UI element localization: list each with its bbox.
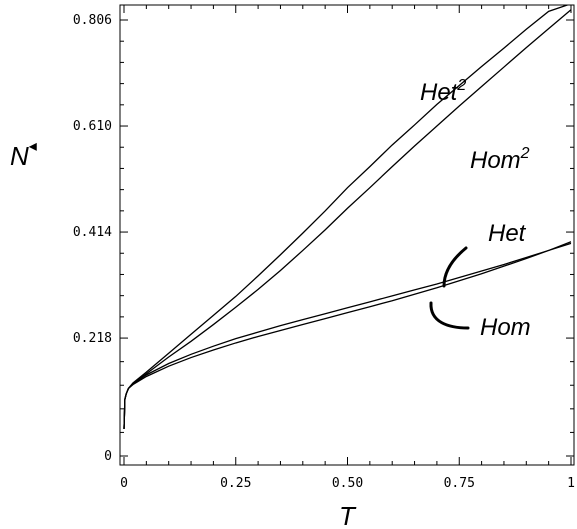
het-bracket-marker xyxy=(442,246,468,288)
series-curves xyxy=(123,5,572,429)
x-tick-label: 0.25 xyxy=(220,476,251,491)
y-tick-label: 0.414 xyxy=(73,225,112,240)
y-tick-label: 0.218 xyxy=(73,331,112,346)
y-tick-label: 0.806 xyxy=(73,13,112,28)
axis-ticks xyxy=(120,5,574,465)
x-axis-title: T xyxy=(339,501,357,529)
y-tick-label: 0 xyxy=(104,449,112,464)
y-tick-label: 0.610 xyxy=(73,119,112,134)
series-label-hom: Hom xyxy=(480,314,531,341)
series-line-3 xyxy=(123,241,572,429)
x-tick-label: 0.75 xyxy=(444,476,475,491)
hom-bracket-marker xyxy=(429,301,470,330)
x-tick-label: 0 xyxy=(120,476,128,491)
axis-tick-labels: 0 0.25 0.50 0.75 1 0 0.218 0.414 0.610 0.806 xyxy=(73,13,575,491)
x-tick-label: 1 xyxy=(567,476,575,491)
series-label-het: Het xyxy=(488,220,527,247)
series-label-het2: Het2 xyxy=(420,77,466,106)
x-tick-label: 0.50 xyxy=(332,476,363,491)
series-label-hom2: Hom2 xyxy=(470,145,530,174)
y-axis-title: N◂ xyxy=(10,138,37,171)
